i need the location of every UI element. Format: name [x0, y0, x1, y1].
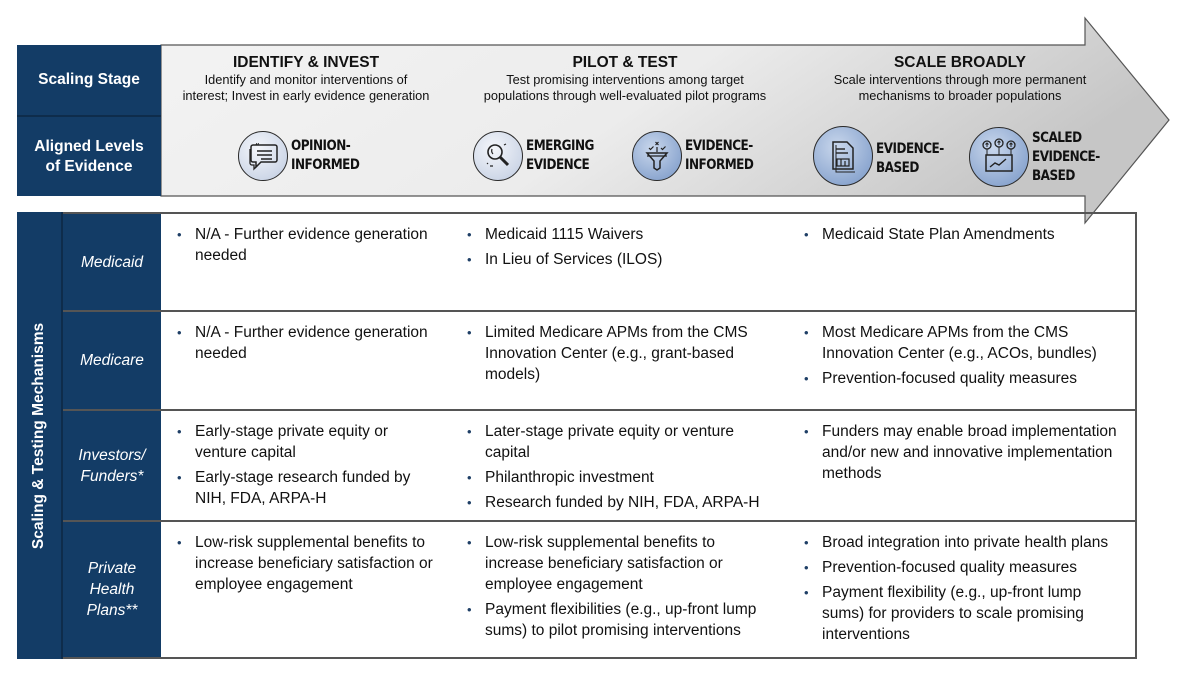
- stage-pilot-test: PILOT & TEST Test promising intervention…: [465, 53, 785, 104]
- cell-scale: Most Medicare APMs from the CMS Innovati…: [800, 322, 1130, 393]
- cell-identify: Early-stage private equity or venture ca…: [173, 421, 433, 513]
- document-chart-icon: [813, 126, 873, 186]
- row-label: Medicare: [63, 312, 161, 409]
- list-item: Philanthropic investment: [463, 467, 773, 488]
- evidence-emerging: EMERGING EVIDENCE: [473, 131, 605, 181]
- list-item: N/A - Further evidence generation needed: [173, 322, 448, 364]
- list-item: Medicaid State Plan Amendments: [800, 224, 1130, 245]
- table-row-medicaid: Medicaid N/A - Further evidence generati…: [63, 214, 1136, 312]
- row-label: Medicaid: [63, 214, 161, 310]
- stage-desc-line: interest; Invest in early evidence gener…: [182, 88, 430, 103]
- stage-arrow: [160, 16, 1170, 225]
- list-item: In Lieu of Services (ILOS): [463, 249, 773, 270]
- list-item: Most Medicare APMs from the CMS Innovati…: [800, 322, 1130, 364]
- table-row-private-health-plans: Private Health Plans** Low-risk suppleme…: [63, 522, 1136, 657]
- list-item: Limited Medicare APMs from the CMS Innov…: [463, 322, 773, 385]
- stage-desc-line: Identify and monitor interventions of: [204, 72, 408, 87]
- cell-pilot: Low-risk supplemental benefits to increa…: [463, 532, 763, 645]
- table-row-investors: Investors/ Funders* Early-stage private …: [63, 411, 1136, 522]
- stage-title: SCALE BROADLY: [893, 54, 1027, 71]
- list-item: Broad integration into private health pl…: [800, 532, 1125, 553]
- stage-title: PILOT & TEST: [572, 54, 678, 71]
- list-item: Payment flexibilities (e.g., up-front lu…: [463, 599, 763, 641]
- list-item: Prevention-focused quality measures: [800, 368, 1130, 389]
- list-item: Early-stage research funded by NIH, FDA,…: [173, 467, 433, 509]
- cell-scale: Funders may enable broad implementation …: [800, 421, 1135, 488]
- list-item: Prevention-focused quality measures: [800, 557, 1125, 578]
- evidence-based: EVIDENCE- BASED: [813, 126, 955, 186]
- list-item: Early-stage private equity or venture ca…: [173, 421, 433, 463]
- evidence-label: EVIDENCE- INFORMED: [685, 138, 754, 173]
- cell-identify: N/A - Further evidence generation needed: [173, 224, 448, 270]
- list-item: Medicaid 1115 Waivers: [463, 224, 773, 245]
- svg-text:“: “: [255, 142, 260, 150]
- stage-desc-line: mechanisms to broader populations: [858, 88, 1062, 103]
- list-item: N/A - Further evidence generation needed: [173, 224, 448, 266]
- stage-desc-line: Test promising interventions among targe…: [506, 72, 744, 87]
- side-label: Scaling & Testing Mechanisms: [30, 322, 47, 549]
- aligned-levels-label: Aligned Levels of Evidence: [34, 137, 144, 175]
- cell-identify: N/A - Further evidence generation needed: [173, 322, 448, 368]
- row-label: Investors/ Funders*: [63, 411, 161, 520]
- evidence-informed: EVIDENCE- INFORMED: [632, 131, 765, 181]
- speech-bubble-icon: “: [238, 131, 288, 181]
- list-item: Low-risk supplemental benefits to increa…: [463, 532, 763, 595]
- cell-scale: Broad integration into private health pl…: [800, 532, 1125, 649]
- evidence-label: EVIDENCE- BASED: [876, 140, 944, 176]
- stage-identify-invest: IDENTIFY & INVEST Identify and monitor i…: [161, 53, 451, 104]
- evidence-scaled-based: SCALED EVIDENCE- BASED: [969, 127, 1111, 187]
- evidence-label: EMERGING EVIDENCE: [526, 138, 594, 173]
- list-item: Later-stage private equity or venture ca…: [463, 421, 773, 463]
- mechanisms-table: [17, 212, 1137, 659]
- side-header: Scaling & Testing Mechanisms: [17, 212, 63, 659]
- evidence-label: OPINION- INFORMED: [291, 138, 360, 173]
- cell-pilot: Later-stage private equity or venture ca…: [463, 421, 773, 517]
- cell-pilot: Medicaid 1115 Waivers In Lieu of Service…: [463, 224, 773, 274]
- table-row-medicare: Medicare N/A - Further evidence generati…: [63, 312, 1136, 411]
- list-item: Funders may enable broad implementation …: [800, 421, 1135, 484]
- funnel-icon: [632, 131, 682, 181]
- stage-desc-line: Scale interventions through more permane…: [833, 72, 1087, 87]
- list-item: Research funded by NIH, FDA, ARPA-H: [463, 492, 773, 513]
- stage-scale-broadly: SCALE BROADLY Scale interventions throug…: [810, 53, 1110, 104]
- scaling-stage-header: Scaling Stage: [17, 45, 161, 117]
- stage-title: IDENTIFY & INVEST: [232, 54, 380, 71]
- evidence-label: SCALED EVIDENCE- BASED: [1032, 129, 1100, 184]
- stage-desc-line: populations through well-evaluated pilot…: [483, 88, 767, 103]
- list-item: Low-risk supplemental benefits to increa…: [173, 532, 438, 595]
- aligned-levels-header: Aligned Levels of Evidence: [17, 117, 161, 196]
- cell-identify: Low-risk supplemental benefits to increa…: [173, 532, 438, 599]
- row-label: Private Health Plans**: [63, 522, 161, 657]
- cell-scale: Medicaid State Plan Amendments: [800, 224, 1130, 249]
- list-item: Payment flexibility (e.g., up-front lump…: [800, 582, 1125, 645]
- growth-dashboard-icon: [969, 127, 1029, 187]
- magnifier-icon: [473, 131, 523, 181]
- evidence-opinion-informed: “ OPINION- INFORMED: [238, 131, 371, 181]
- cell-pilot: Limited Medicare APMs from the CMS Innov…: [463, 322, 773, 389]
